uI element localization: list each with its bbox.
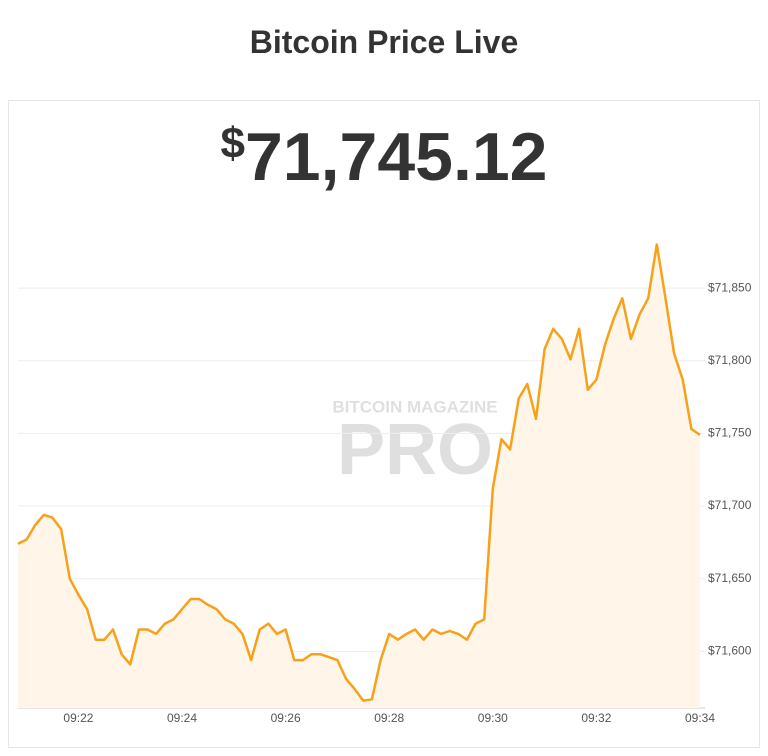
currency: $ <box>220 119 245 168</box>
x-tick-label: 09:28 <box>374 711 404 725</box>
price-line <box>17 243 701 702</box>
watermark-bottom: PRO <box>337 410 493 490</box>
y-tick-label: $71,750 <box>708 426 752 440</box>
area <box>18 244 700 708</box>
y-tick-label: $71,650 <box>708 571 752 585</box>
y-tick-label: $71,600 <box>708 644 752 658</box>
y-tick-label: $71,800 <box>708 353 752 367</box>
price-amount: 71,745.12 <box>244 119 548 195</box>
y-tick-label: $71,700 <box>708 498 752 512</box>
x-tick-label: 09:22 <box>63 711 93 725</box>
x-tick-label: 09:32 <box>581 711 611 725</box>
watermark-top: BITCOIN MAGAZINE <box>332 397 497 416</box>
price: $71,745.12 <box>0 118 768 196</box>
x-tick-label: 09:26 <box>271 711 301 725</box>
y-tick-label: $71,850 <box>708 280 752 294</box>
page-title: Bitcoin Price Live <box>249 24 519 60</box>
watermark: BITCOIN MAGAZINE PRO <box>332 397 497 490</box>
x-tick-label: 09:34 <box>685 711 715 725</box>
x-tick-label: 09:30 <box>478 711 508 725</box>
chart-card <box>8 100 760 748</box>
x-tick-label: 09:24 <box>167 711 197 725</box>
